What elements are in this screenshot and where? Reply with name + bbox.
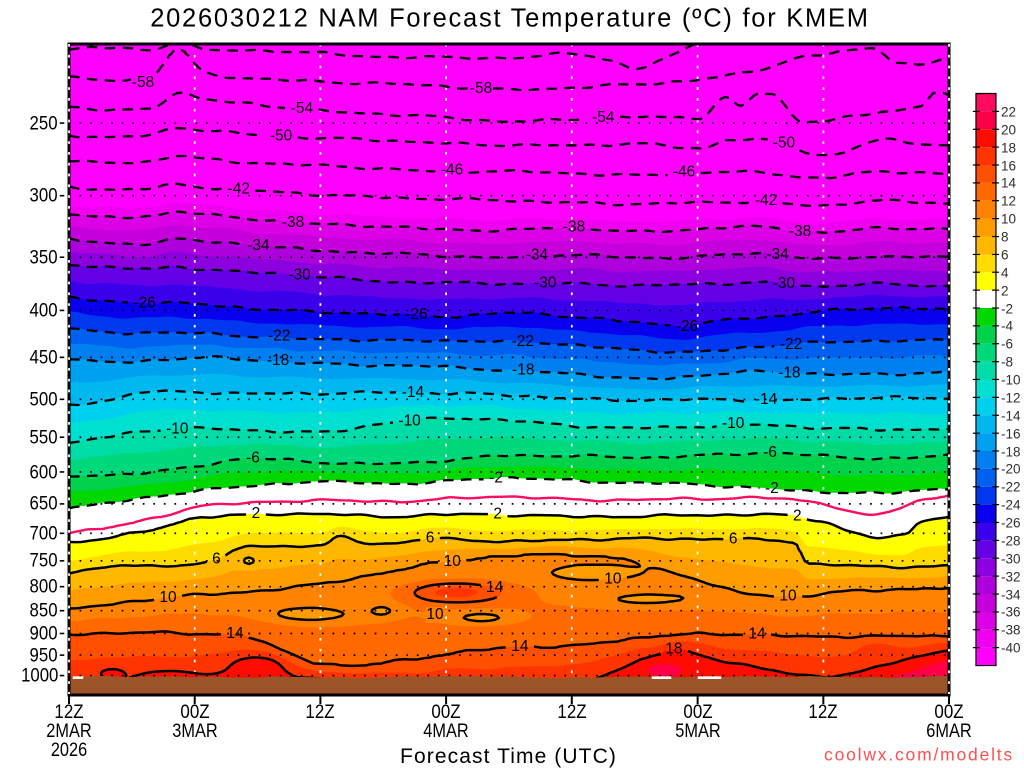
svg-text:-54: -54 <box>592 109 615 126</box>
svg-text:14: 14 <box>226 625 244 642</box>
svg-text:-50: -50 <box>773 135 795 152</box>
svg-text:10: 10 <box>779 587 796 604</box>
svg-text:-54: -54 <box>291 100 314 117</box>
svg-text:10: 10 <box>426 606 443 623</box>
svg-text:-10: -10 <box>398 412 420 429</box>
svg-text:-6: -6 <box>246 449 260 466</box>
svg-text:2: 2 <box>493 506 502 523</box>
svg-text:6: 6 <box>426 530 435 547</box>
svg-text:14: 14 <box>486 579 504 596</box>
svg-text:6: 6 <box>212 550 221 567</box>
svg-text:-46: -46 <box>673 164 695 181</box>
svg-text:-22: -22 <box>780 336 802 353</box>
svg-text:2: 2 <box>793 507 802 524</box>
svg-text:-58: -58 <box>470 80 492 97</box>
svg-text:-26: -26 <box>676 318 698 335</box>
svg-text:10: 10 <box>159 589 176 606</box>
svg-text:-22: -22 <box>268 328 290 345</box>
svg-text:-30: -30 <box>288 267 310 284</box>
svg-text:-18: -18 <box>778 364 800 381</box>
svg-text:-34: -34 <box>766 246 789 263</box>
svg-text:-50: -50 <box>270 128 292 145</box>
svg-text:6: 6 <box>729 530 738 547</box>
svg-text:-18: -18 <box>512 361 534 378</box>
svg-text:-58: -58 <box>132 74 154 91</box>
svg-text:10: 10 <box>604 570 621 587</box>
svg-text:-26: -26 <box>405 306 427 323</box>
svg-text:-22: -22 <box>512 333 534 350</box>
svg-text:-18: -18 <box>267 352 289 369</box>
svg-text:2: 2 <box>252 505 261 522</box>
svg-text:-2: -2 <box>489 469 503 486</box>
svg-text:-14: -14 <box>402 384 425 401</box>
svg-text:-38: -38 <box>563 218 585 235</box>
svg-text:-26: -26 <box>133 294 155 311</box>
svg-text:-38: -38 <box>789 223 811 240</box>
svg-text:-34: -34 <box>247 237 270 254</box>
svg-text:-46: -46 <box>441 162 463 179</box>
svg-text:-42: -42 <box>228 180 250 197</box>
svg-text:-10: -10 <box>722 415 744 432</box>
svg-text:-2: -2 <box>765 480 779 497</box>
svg-text:-42: -42 <box>755 192 777 209</box>
svg-text:-30: -30 <box>773 275 795 292</box>
svg-text:14: 14 <box>511 638 529 655</box>
svg-text:-30: -30 <box>534 275 556 292</box>
svg-text:18: 18 <box>665 640 682 657</box>
svg-text:-10: -10 <box>166 421 188 438</box>
svg-text:-6: -6 <box>763 444 777 461</box>
svg-text:14: 14 <box>748 625 766 642</box>
svg-text:-14: -14 <box>755 391 778 408</box>
svg-text:-34: -34 <box>526 247 549 264</box>
svg-text:10: 10 <box>444 553 461 570</box>
svg-text:-38: -38 <box>282 214 304 231</box>
